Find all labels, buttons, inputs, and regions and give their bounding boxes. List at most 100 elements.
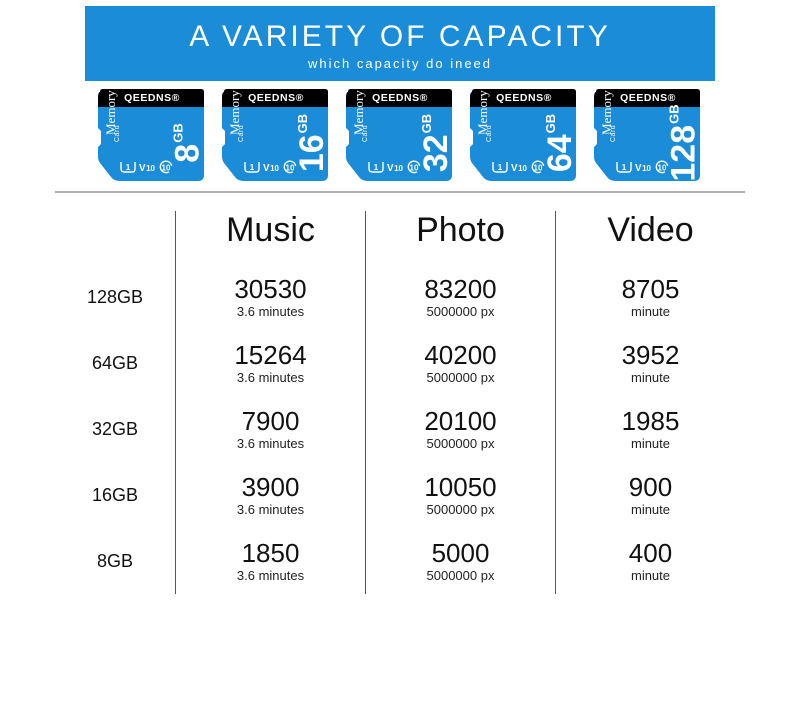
cell-sub: 5000000 px — [366, 436, 555, 451]
cell-photo: 402005000000 px — [365, 330, 555, 396]
cell-photo: 100505000000 px — [365, 462, 555, 528]
svg-text:10: 10 — [146, 164, 155, 173]
sd-spec-icons: 1 V 10 10 — [120, 160, 174, 174]
sd-brand-label: QEEDNS® — [372, 93, 428, 104]
sd-size: 16GB — [295, 114, 329, 172]
sd-spec-icons: 1 V 10 10 — [368, 160, 422, 174]
sd-size-number: 32 — [417, 134, 455, 172]
sd-card: QEEDNS® Memory Card 8GB 1 V 10 10 — [92, 89, 212, 181]
svg-text:1: 1 — [374, 163, 379, 172]
cell-sub: 3.6 minutes — [176, 304, 365, 319]
cell-sub: 5000000 px — [366, 502, 555, 517]
sd-card-sublabel: Card — [362, 125, 369, 142]
v10-icon: V 10 — [511, 162, 527, 173]
sd-brand-label: QEEDNS® — [496, 93, 552, 104]
cell-video: 3952minute — [555, 330, 745, 396]
sd-brand-label: QEEDNS® — [124, 93, 180, 104]
cell-video: 8705minute — [555, 264, 745, 330]
class-icon: 10 — [282, 160, 298, 174]
cell-music: 152643.6 minutes — [175, 330, 365, 396]
sd-size: 8GB — [171, 123, 205, 162]
row-label: 32GB — [55, 396, 175, 462]
cell-music: 30530 3.6 minutes — [175, 264, 365, 330]
sd-size: 32GB — [419, 114, 453, 172]
svg-text:V: V — [387, 163, 394, 173]
cell-sub: minute — [556, 436, 745, 451]
cell-photo: 5000 5000000 px — [365, 528, 555, 594]
sd-size-wrap: 16GB — [294, 111, 330, 175]
cell-value: 5000 — [366, 540, 555, 566]
cell-value: 3900 — [176, 474, 365, 500]
sd-size: 64GB — [543, 114, 577, 172]
svg-text:10: 10 — [410, 164, 419, 173]
sd-size-unit: GB — [543, 114, 558, 134]
capacity-table: .MusicPhotoVideo128GB305303.6 minutes832… — [55, 211, 745, 594]
cell-sub: minute — [556, 568, 745, 583]
sd-cards-row: QEEDNS® Memory Card 8GB 1 V 10 10 — [0, 89, 800, 181]
cell-value: 83200 — [366, 276, 555, 302]
sd-card-sublabel: Card — [238, 125, 245, 142]
svg-text:10: 10 — [394, 164, 403, 173]
uhs-icon: 1 — [120, 161, 136, 173]
sd-card-sublabel: Card — [114, 125, 121, 142]
cell-value: 400 — [556, 540, 745, 566]
sd-size-wrap: 8GB — [170, 111, 206, 175]
cell-music: 7900 3.6 minutes — [175, 396, 365, 462]
svg-text:10: 10 — [518, 164, 527, 173]
v10-icon: V 10 — [263, 162, 279, 173]
sd-size-unit: GB — [295, 114, 310, 134]
sd-brand-label: QEEDNS® — [248, 93, 304, 104]
cell-sub: minute — [556, 304, 745, 319]
cell-sub: minute — [556, 370, 745, 385]
title-banner: A VARIETY OF CAPACITY which capacity do … — [85, 6, 715, 81]
uhs-icon: 1 — [244, 161, 260, 173]
svg-text:V: V — [139, 163, 146, 173]
cell-value: 900 — [556, 474, 745, 500]
cell-value: 40200 — [366, 342, 555, 368]
cell-value: 20100 — [366, 408, 555, 434]
row-label: 16GB — [55, 462, 175, 528]
svg-text:1: 1 — [250, 163, 255, 172]
sd-size-number: 64 — [541, 134, 579, 172]
uhs-icon: 1 — [368, 161, 384, 173]
sd-size-wrap: 32GB — [418, 111, 454, 175]
cell-sub: 5000000 px — [366, 568, 555, 583]
uhs-icon: 1 — [616, 161, 632, 173]
sd-card: QEEDNS® Memory Card 128GB 1 V 10 10 — [588, 89, 708, 181]
sd-size-wrap: 64GB — [542, 111, 578, 175]
sd-size-number: 16 — [293, 134, 331, 172]
cell-music: 18503.6 minutes — [175, 528, 365, 594]
sd-size-unit: GB — [419, 114, 434, 134]
sd-size-number: 128 — [665, 125, 703, 182]
cell-video: 900minute — [555, 462, 745, 528]
svg-text:10: 10 — [162, 164, 171, 173]
svg-text:1: 1 — [126, 163, 131, 172]
class-icon: 10 — [654, 160, 670, 174]
sd-size-unit: GB — [171, 123, 186, 143]
svg-text:10: 10 — [534, 164, 543, 173]
divider-line — [55, 191, 745, 193]
sd-size-number: 8 — [169, 144, 207, 163]
svg-text:V: V — [511, 163, 518, 173]
sd-spec-icons: 1 V 10 10 — [616, 160, 670, 174]
cell-value: 1850 — [176, 540, 365, 566]
svg-text:10: 10 — [286, 164, 295, 173]
sd-size-wrap: 128GB — [666, 111, 702, 175]
sd-size-unit: GB — [667, 104, 682, 124]
sd-card-sublabel: Card — [486, 125, 493, 142]
cell-sub: 3.6 minutes — [176, 436, 365, 451]
cell-value: 1985 — [556, 408, 745, 434]
v10-icon: V 10 — [387, 162, 403, 173]
class-icon: 10 — [530, 160, 546, 174]
banner-title: A VARIETY OF CAPACITY — [85, 20, 715, 54]
cell-sub: 3.6 minutes — [176, 502, 365, 517]
sd-size: 128GB — [667, 104, 701, 181]
cell-music: 3900 3.6 minutes — [175, 462, 365, 528]
class-icon: 10 — [406, 160, 422, 174]
sd-spec-icons: 1 V 10 10 — [244, 160, 298, 174]
cell-value: 30530 — [176, 276, 365, 302]
cell-sub: 5000000 px — [366, 304, 555, 319]
cell-value: 7900 — [176, 408, 365, 434]
svg-text:10: 10 — [270, 164, 279, 173]
table-header-video: Video — [555, 211, 745, 264]
